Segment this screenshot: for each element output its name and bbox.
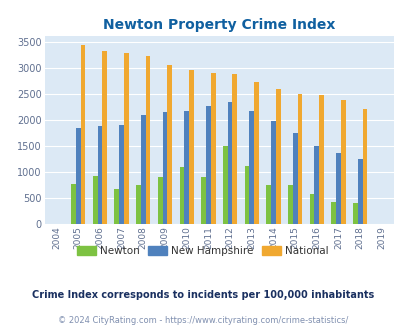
Bar <box>340 100 345 224</box>
Bar <box>244 166 249 224</box>
Bar <box>141 115 145 224</box>
Bar <box>136 185 141 224</box>
Bar <box>145 56 150 224</box>
Bar <box>97 126 102 224</box>
Bar <box>309 194 313 224</box>
Bar <box>167 65 172 224</box>
Bar <box>249 111 254 224</box>
Bar <box>76 128 81 224</box>
Bar <box>330 202 335 224</box>
Bar <box>205 106 210 224</box>
Bar <box>297 94 302 224</box>
Bar <box>292 133 297 224</box>
Bar <box>227 102 232 224</box>
Bar <box>335 152 340 224</box>
Legend: Newton, New Hampshire, National: Newton, New Hampshire, National <box>73 242 332 260</box>
Bar <box>254 82 258 224</box>
Bar <box>162 112 167 224</box>
Bar <box>287 185 292 224</box>
Bar <box>271 121 275 224</box>
Bar <box>222 146 227 224</box>
Bar <box>275 88 280 224</box>
Text: Crime Index corresponds to incidents per 100,000 inhabitants: Crime Index corresponds to incidents per… <box>32 290 373 300</box>
Bar <box>232 74 237 224</box>
Bar <box>179 167 184 224</box>
Bar <box>119 125 124 224</box>
Bar <box>184 111 189 224</box>
Bar <box>362 110 367 224</box>
Text: © 2024 CityRating.com - https://www.cityrating.com/crime-statistics/: © 2024 CityRating.com - https://www.city… <box>58 316 347 325</box>
Bar <box>266 185 271 224</box>
Bar <box>313 146 318 224</box>
Bar <box>357 159 362 224</box>
Bar <box>102 51 107 224</box>
Bar <box>114 189 119 224</box>
Bar <box>93 176 97 224</box>
Bar <box>158 178 162 224</box>
Bar <box>189 70 194 224</box>
Title: Newton Property Crime Index: Newton Property Crime Index <box>103 18 335 32</box>
Bar <box>318 95 323 224</box>
Bar <box>352 204 357 224</box>
Bar <box>71 184 76 224</box>
Bar <box>201 178 205 224</box>
Bar <box>124 53 128 224</box>
Bar <box>81 46 85 224</box>
Bar <box>210 73 215 224</box>
